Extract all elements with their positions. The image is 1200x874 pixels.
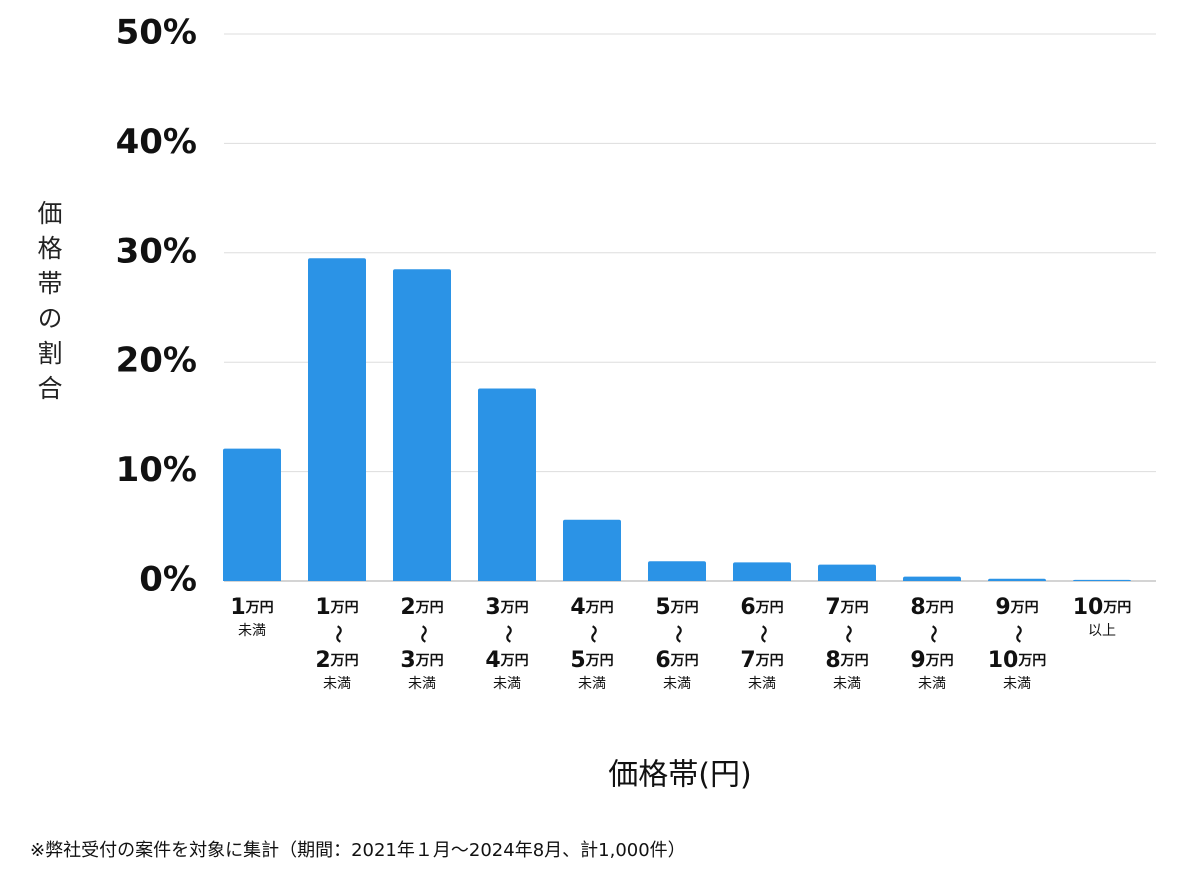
x-tick-label: 〜 — [582, 625, 603, 643]
x-tick-label: 6万円 — [655, 648, 698, 673]
x-tick-label: 未満 — [833, 676, 861, 692]
bar — [563, 519, 621, 581]
x-tick-label: 1万円 — [230, 595, 273, 620]
x-tick-label: 〜 — [327, 625, 348, 643]
x-tick-label: 7万円 — [740, 648, 783, 673]
x-tick-label: 未満 — [408, 676, 436, 692]
bar — [903, 576, 961, 581]
footnote: ※弊社受付の案件を対象に集計（期間：2021年１月〜2024年8月、計1,000… — [30, 840, 686, 861]
x-tick-label: 〜 — [922, 625, 943, 643]
bar — [478, 388, 536, 581]
y-tick-label: 50% — [116, 13, 197, 53]
x-tick-label: 4万円 — [570, 595, 613, 620]
x-tick-label: 〜 — [837, 625, 858, 643]
x-tick-label: 〜 — [752, 625, 773, 643]
x-tick-label: 未満 — [748, 676, 776, 692]
x-tick-label: 未満 — [578, 676, 606, 692]
bar — [308, 258, 366, 581]
x-tick-label: 10万円 — [988, 648, 1047, 673]
bar — [393, 269, 451, 581]
x-tick-label: 未満 — [493, 676, 521, 692]
y-tick-label: 30% — [116, 231, 197, 271]
x-tick-label: 1万円 — [315, 595, 358, 620]
x-tick-label: 〜 — [497, 625, 518, 643]
x-tick-label: 〜 — [412, 625, 433, 643]
x-tick-label: 未満 — [663, 676, 691, 692]
x-tick-label: 10万円 — [1073, 595, 1132, 620]
x-axis-title: 価格帯(円) — [608, 758, 751, 793]
x-tick-label: 5万円 — [655, 595, 698, 620]
x-tick-label: 8万円 — [825, 648, 868, 673]
x-tick-label: 7万円 — [825, 595, 868, 620]
bar — [818, 564, 876, 581]
y-tick-label: 10% — [116, 450, 197, 490]
bar — [648, 561, 706, 581]
x-tick-label: 未満 — [323, 676, 351, 692]
x-tick-label: 〜 — [667, 625, 688, 643]
y-tick-label: 40% — [116, 122, 197, 162]
x-tick-label: 〜 — [1007, 625, 1028, 643]
x-tick-label: 8万円 — [910, 595, 953, 620]
x-tick-label: 未満 — [1003, 676, 1031, 692]
x-tick-label: 4万円 — [485, 648, 528, 673]
x-tick-label: 9万円 — [995, 595, 1038, 620]
x-tick-label: 5万円 — [570, 648, 613, 673]
x-tick-label: 2万円 — [315, 648, 358, 673]
bar — [988, 578, 1046, 581]
x-tick-label: 3万円 — [485, 595, 528, 620]
bar — [1073, 579, 1131, 581]
bar — [733, 562, 791, 581]
x-tick-label: 以上 — [1088, 623, 1116, 639]
x-tick-label: 3万円 — [400, 648, 443, 673]
x-tick-label: 9万円 — [910, 648, 953, 673]
x-tick-label: 未満 — [238, 623, 266, 639]
x-tick-label: 未満 — [918, 676, 946, 692]
bar — [223, 448, 281, 581]
y-tick-label: 20% — [116, 341, 197, 381]
x-tick-label: 6万円 — [740, 595, 783, 620]
y-axis-title: 価格帯の割合 — [34, 200, 63, 410]
y-tick-label: 0% — [139, 560, 197, 600]
x-tick-label: 2万円 — [400, 595, 443, 620]
